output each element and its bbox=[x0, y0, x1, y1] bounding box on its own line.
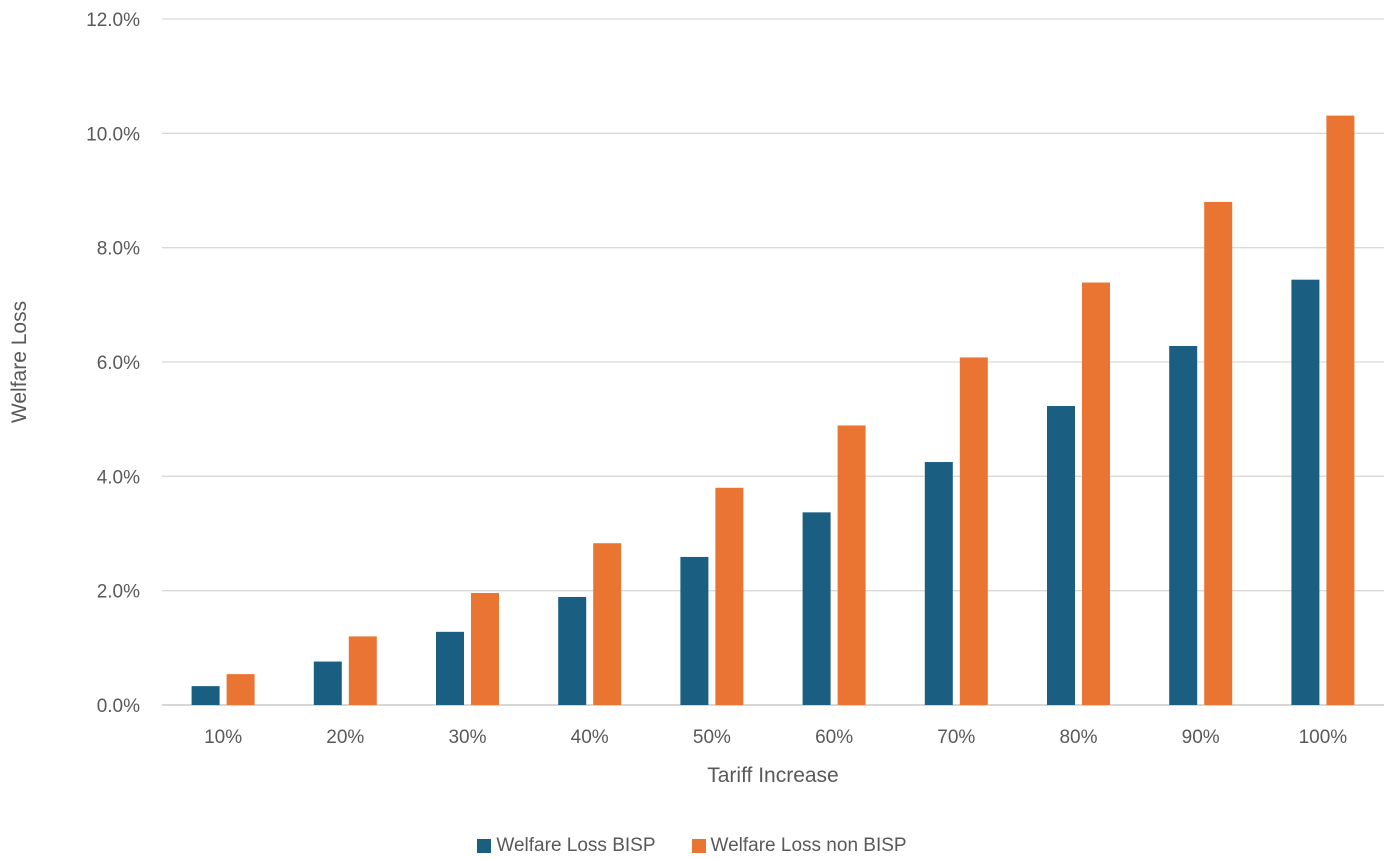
bar-bisp bbox=[680, 556, 709, 705]
bar-bisp bbox=[313, 661, 342, 705]
x-tick-label: 50% bbox=[693, 727, 731, 748]
bar-bisp bbox=[1291, 279, 1320, 705]
x-tick-label: 20% bbox=[326, 727, 364, 748]
bars bbox=[191, 115, 1355, 705]
bar-non-bisp bbox=[593, 543, 622, 705]
bar-chart: 0.0% 2.0% 4.0% 6.0% 8.0% 10.0% 12.0% 10% 20% 30%… bbox=[8, 10, 1384, 787]
legend-swatch-non-bisp bbox=[691, 839, 706, 853]
gridlines bbox=[162, 18, 1384, 706]
legend-item-bisp: Welfare Loss BISP bbox=[477, 835, 656, 857]
legend-label-bisp: Welfare Loss BISP bbox=[496, 835, 656, 856]
bar-bisp bbox=[924, 462, 953, 705]
y-tick-label: 4.0% bbox=[97, 467, 140, 488]
legend-item-non-bisp: Welfare Loss non BISP bbox=[691, 835, 907, 857]
y-axis-tick-labels: 0.0% 2.0% 4.0% 6.0% 8.0% 10.0% 12.0% bbox=[86, 10, 140, 717]
bar-bisp bbox=[1047, 406, 1075, 705]
bar-non-bisp bbox=[715, 487, 744, 705]
bar-non-bisp bbox=[1082, 282, 1110, 705]
x-axis-tick-labels: 10% 20% 30% 40% 50% 60% 70% 80% 90% 100% bbox=[204, 727, 1347, 748]
x-tick-label: 100% bbox=[1299, 727, 1348, 748]
bar-bisp bbox=[1169, 345, 1198, 705]
y-tick-label: 2.0% bbox=[97, 582, 140, 603]
y-tick-label: 0.0% bbox=[97, 696, 140, 717]
y-tick-label: 6.0% bbox=[97, 353, 140, 374]
y-axis-title: Welfare Loss bbox=[8, 301, 31, 423]
x-tick-label: 10% bbox=[204, 727, 242, 748]
y-tick-label: 8.0% bbox=[97, 239, 140, 260]
legend: Welfare Loss BISP Welfare Loss non BISP bbox=[0, 834, 1384, 858]
x-tick-label: 40% bbox=[571, 727, 609, 748]
x-tick-label: 90% bbox=[1182, 727, 1220, 748]
bar-non-bisp bbox=[837, 425, 866, 705]
x-axis-title: Tariff Increase bbox=[707, 764, 839, 787]
bar-non-bisp bbox=[1326, 115, 1355, 705]
bar-non-bisp bbox=[226, 674, 255, 705]
legend-label-non-bisp: Welfare Loss non BISP bbox=[710, 835, 907, 856]
x-tick-label: 30% bbox=[448, 727, 486, 748]
bar-bisp bbox=[436, 631, 464, 705]
x-tick-label: 70% bbox=[937, 727, 975, 748]
x-tick-label: 80% bbox=[1059, 727, 1097, 748]
y-tick-label: 10.0% bbox=[86, 124, 140, 145]
bar-non-bisp bbox=[348, 636, 377, 705]
bar-bisp bbox=[191, 686, 220, 705]
x-tick-label: 60% bbox=[815, 727, 853, 748]
y-tick-label: 12.0% bbox=[86, 10, 140, 31]
bar-non-bisp bbox=[471, 592, 499, 705]
bar-non-bisp bbox=[959, 357, 988, 705]
legend-swatch-bisp bbox=[477, 839, 492, 853]
bar-bisp bbox=[558, 596, 587, 705]
bar-bisp bbox=[802, 512, 831, 705]
bar-non-bisp bbox=[1204, 201, 1233, 705]
